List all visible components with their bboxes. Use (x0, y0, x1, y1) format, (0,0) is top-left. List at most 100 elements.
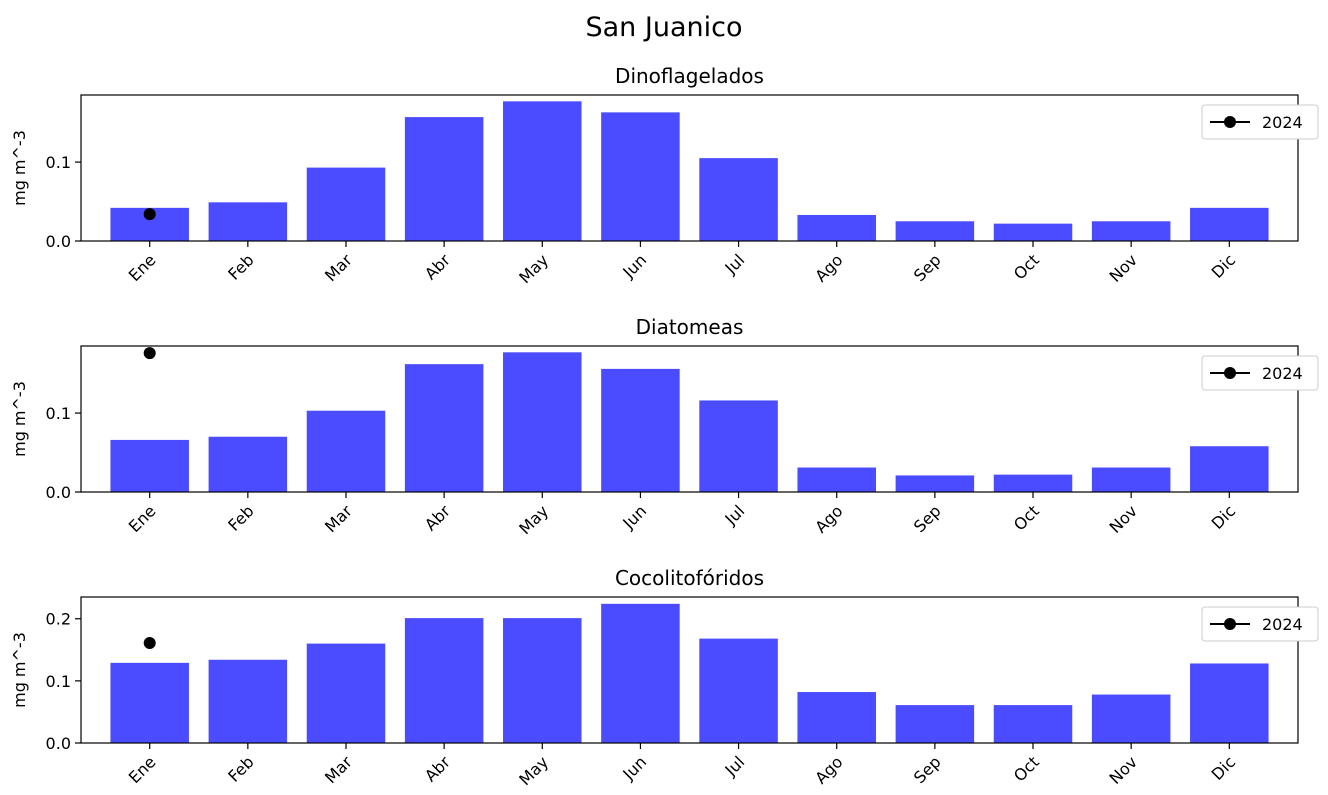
x-tick-label: Jul (721, 501, 749, 529)
x-tick-label: Oct (1010, 752, 1043, 785)
x-tick-label: Feb (224, 250, 257, 283)
x-tick-label: May (515, 501, 552, 538)
legend-label: 2024 (1262, 615, 1303, 634)
legend-label: 2024 (1262, 113, 1303, 132)
x-tick-label: Sep (910, 752, 945, 787)
y-tick-label: 0.0 (46, 483, 71, 502)
bar-dic (1190, 446, 1269, 492)
marker-2024 (143, 208, 156, 221)
panel-1: Dinoflagelados 0.0 0.1 mg m^-3 Ene Feb Mar Abr M… (10, 64, 1319, 287)
x-tick-label: Abr (421, 250, 454, 283)
bar-jun (601, 368, 680, 492)
y-tick-label: 0.1 (46, 404, 71, 423)
bar-jul (699, 638, 778, 743)
bar-ene (110, 439, 189, 492)
x-tick-label: Jul (721, 250, 749, 278)
x-tick-label: May (515, 250, 552, 287)
bar-feb (208, 659, 288, 743)
axes-frame (80, 345, 1299, 493)
x-tick-label: Ago (811, 501, 846, 536)
x-tick-label: Ene (125, 501, 160, 536)
x-tick-label: Nov (1105, 250, 1141, 286)
axes-frame (80, 596, 1299, 744)
bar-ene (110, 662, 189, 743)
bar-oct (993, 223, 1073, 241)
bar-abr (404, 364, 484, 492)
bar-nov (1091, 467, 1171, 492)
legend-label: 2024 (1262, 364, 1303, 383)
bar-nov (1091, 694, 1171, 743)
y-tick-label: 0.2 (46, 610, 71, 629)
x-tick-label: Dic (1208, 752, 1240, 784)
y-axis-label: mg m^-3 (10, 381, 29, 457)
legend-box (1201, 355, 1319, 391)
x-tick-label: Nov (1105, 752, 1141, 788)
bar-ago (797, 214, 876, 241)
x-tick-label: Oct (1010, 250, 1043, 283)
bar-mar (306, 410, 386, 492)
x-tick-label: Ago (811, 250, 846, 285)
bar-oct (993, 474, 1073, 492)
x-tick-label: Feb (224, 752, 257, 785)
y-axis-label: mg m^-3 (10, 130, 29, 206)
x-tick-label: May (515, 752, 552, 789)
x-tick-label: Mar (321, 501, 356, 536)
bar-may (503, 618, 582, 743)
y-tick-label: 0.1 (46, 672, 71, 691)
x-tick-label: Nov (1105, 501, 1141, 537)
marker-2024 (143, 636, 156, 649)
bar-feb (208, 436, 288, 492)
x-tick-label: Jun (618, 250, 650, 282)
x-tick-label: Mar (321, 752, 356, 787)
bar-oct (993, 705, 1073, 743)
x-tick-label: Abr (421, 501, 454, 534)
bar-mar (306, 167, 386, 241)
legend-marker (1224, 116, 1236, 128)
bar-may (503, 352, 582, 492)
legend-box (1201, 606, 1319, 642)
x-tick-label: Dic (1208, 501, 1240, 533)
bar-jul (699, 400, 778, 492)
panel-title: Dinoflagelados (615, 64, 764, 88)
panel-title: Diatomeas (636, 315, 744, 339)
bar-nov (1091, 221, 1171, 241)
bar-ago (797, 467, 876, 492)
bar-jul (699, 158, 778, 241)
x-tick-label: Feb (224, 501, 257, 534)
legend-box (1201, 104, 1319, 140)
legend-marker (1224, 367, 1236, 379)
panel-title: Cocolitofóridos (615, 566, 764, 590)
bar-abr (404, 618, 484, 743)
y-tick-label: 0.0 (46, 232, 71, 251)
x-tick-label: Sep (910, 250, 945, 285)
y-tick-label: 0.0 (46, 734, 71, 753)
bar-dic (1190, 207, 1269, 241)
bar-feb (208, 202, 288, 241)
x-tick-label: Jun (618, 752, 650, 784)
x-tick-label: Ene (125, 752, 160, 787)
bar-jun (601, 112, 680, 242)
bar-sep (895, 705, 975, 743)
x-tick-label: Dic (1208, 250, 1240, 282)
bar-mar (306, 643, 386, 743)
bar-dic (1190, 663, 1269, 743)
x-tick-label: Jun (618, 501, 650, 533)
bar-sep (895, 221, 975, 241)
y-axis-label: mg m^-3 (10, 632, 29, 708)
bar-jun (601, 603, 680, 743)
panels: Dinoflagelados 0.0 0.1 mg m^-3 Ene Feb Mar Abr M… (10, 64, 1319, 789)
legend: 2024 (1201, 606, 1319, 642)
bar-abr (404, 117, 484, 241)
x-tick-label: Jul (721, 752, 749, 780)
legend-marker (1224, 618, 1236, 630)
panel-3: Cocolitofóridos 0.0 0.1 0.2 mg m^-3 Ene Feb Mar… (10, 566, 1319, 789)
panel-2: Diatomeas 0.0 0.1 mg m^-3 Ene Feb Mar Abr May Jun… (10, 315, 1319, 538)
x-tick-label: Ago (811, 752, 846, 787)
x-tick-label: Oct (1010, 501, 1043, 534)
legend: 2024 (1201, 355, 1319, 391)
x-tick-label: Mar (321, 250, 356, 285)
bar-may (503, 101, 582, 242)
y-tick-label: 0.1 (46, 153, 71, 172)
x-tick-label: Sep (910, 501, 945, 536)
